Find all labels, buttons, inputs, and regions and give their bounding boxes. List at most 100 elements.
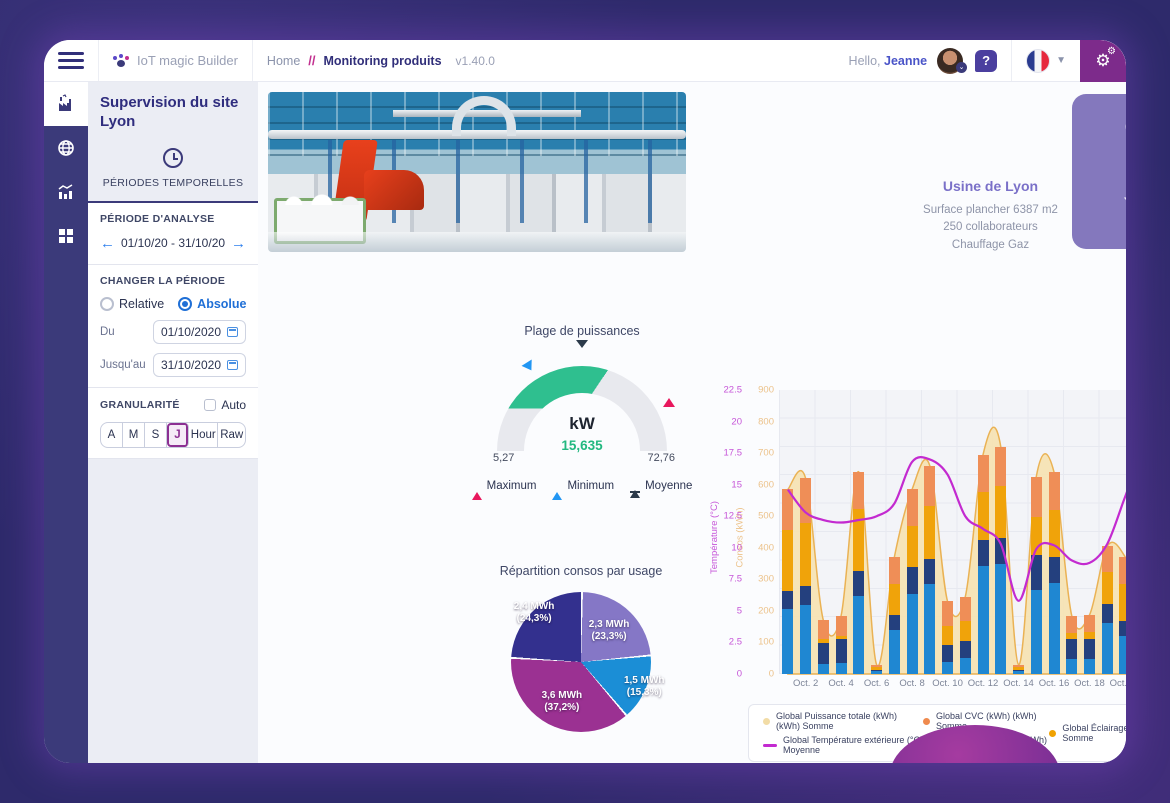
gauge-min-label: 5,27 [493,452,515,464]
hamburger-menu-icon[interactable] [58,52,84,69]
bar-segment [1066,639,1078,660]
to-date-value: 31/10/2020 [160,357,221,372]
legend-item[interactable]: Global Température extérieure (°C) Moyen… [763,735,923,755]
stacked-bar-day-1 [782,489,794,674]
consumption-card: Consommation 10 MKh Je 01.10.2023 00:00 … [1072,94,1126,249]
next-period-arrow[interactable]: → [231,234,246,252]
granularity-option-s[interactable]: S [145,422,167,447]
bar-chart-icon [58,184,73,199]
from-date-input[interactable]: 01/10/2020 [152,319,246,344]
analysis-period-card: PÉRIODE D'ANALYSE ← 01/10/20 - 31/10/20 … [88,202,258,265]
bar-segment [835,662,847,674]
breadcrumb-current[interactable]: Monitoring produits [323,53,442,68]
periods-caption-block: PÉRIODES TEMPORELLES [88,138,258,203]
bar-segment [924,465,936,507]
clock-icon [163,147,183,168]
rail-item-factory[interactable] [44,82,88,126]
gauge-legend-label: Minimum [567,479,615,492]
change-period-card: CHANGER LA PÉRIODE Relative Absolue Du 0… [88,264,258,388]
bar-segment [977,454,989,492]
bar-segment [906,594,918,674]
temp-tick: 12.5 [723,510,743,522]
bar-segment [1119,584,1126,621]
stacked-bar-day-7 [888,557,900,674]
granularity-option-j[interactable]: J [167,422,189,447]
granularity-option-a[interactable]: A [101,422,123,447]
radio-icon [178,296,193,311]
granularity-option-m[interactable]: M [123,422,145,447]
kwh-tick: 700 [758,447,774,459]
stacked-bar-day-16 [1048,472,1060,674]
gauge-max-label: 72,76 [647,452,675,464]
x-axis-labels: Oct. 2 Oct. 4 Oct. 6 Oct. 8 Oct. 10 Oct. 12 Oc… [779,678,1126,692]
bar-segment [835,615,847,636]
granularity-option-hour[interactable]: Hour [189,422,219,447]
radio-relative[interactable]: Relative [100,296,164,311]
bar-segment [1101,546,1113,573]
pie-slice-label: 2,4 MWh (24,3%) [513,600,555,624]
bar-segment [782,590,794,609]
bar-segment [924,583,936,674]
bar-segment [942,626,954,646]
gear-icon: ⚙ [1095,50,1111,70]
pie-slice-label: 1,5 MWh (15,3%) [623,674,665,698]
calendar-icon[interactable] [227,326,238,337]
analysis-period-value: 01/10/20 - 31/10/20 [120,236,226,250]
kwh-tick: 400 [758,542,774,554]
auto-checkbox[interactable]: Auto [204,398,246,412]
gauge-legend-minimum: Minimum [552,478,615,500]
menu-section [44,40,98,81]
radio-absolute[interactable]: Absolue [178,296,247,311]
legend-dot-swatch [1049,729,1057,737]
brand-section[interactable]: IoT magic Builder [99,40,252,81]
rail-item-apps[interactable] [44,214,88,258]
site-detail-heating: Chauffage Gaz [951,238,1030,251]
language-selector[interactable]: ▼ [1011,40,1080,81]
legend-item[interactable]: Global Éclairage (kWh) (kWh) Somme [1049,723,1126,743]
bar-segment [817,642,829,664]
site-detail-staff: 250 collaborateurs [943,221,1038,234]
bar-segment [995,485,1007,538]
bar-segment [871,671,883,674]
bar-segment [871,667,883,670]
triangle-icon [471,479,482,500]
user-name[interactable]: Jeanne [884,53,928,68]
rail-item-globe[interactable] [44,126,88,170]
stacked-bar-day-10 [942,601,954,674]
bar-segment [995,563,1007,674]
previous-period-arrow[interactable]: ← [100,234,115,252]
x-axis-label: Oct. 6 [863,678,890,689]
help-button[interactable]: ? [975,49,998,72]
bar-segment [1013,667,1025,670]
legend-item[interactable]: Global Puissance totale (kWh) (kWh) Somm… [763,711,923,731]
granularity-option-raw[interactable]: Raw [220,428,244,441]
x-axis-label: Oct. 10 [932,678,963,689]
photo-duct [451,96,516,136]
radio-absolute-label: Absolue [197,296,247,311]
divider [98,40,99,81]
settings-button[interactable]: ⚙ ⚙ [1080,40,1126,82]
bar-segment [1083,658,1095,674]
bar-segment [800,523,812,586]
bar-segment [1048,582,1060,674]
french-flag-icon [1026,48,1051,73]
x-axis-label: Oct. 12 [967,678,999,689]
pie-slice-label: 3,6 MWh (37,2%) [541,689,583,713]
breadcrumb-home[interactable]: Home [266,53,301,68]
bar-segment [888,557,900,584]
triangle-icon [552,479,563,500]
calendar-icon[interactable] [227,359,238,370]
to-date-input[interactable]: 31/10/2020 [152,352,246,377]
chevron-down-icon: ▼ [1056,55,1066,66]
rail-item-analytics[interactable] [44,170,88,214]
bar-segment [1013,664,1025,668]
stacked-bar-day-11 [959,596,971,674]
stacked-bar-day-14 [1013,664,1025,674]
stacked-bar-day-12 [977,454,989,674]
avatar[interactable]: ⌄ [937,47,968,74]
bar-segment [1101,622,1113,674]
breadcrumb: Home // Monitoring produits v1.40.0 [253,40,509,81]
breadcrumb-separator: // [308,53,316,68]
globe-icon [58,140,74,156]
analysis-period-label: PÉRIODE D'ANALYSE [100,212,215,225]
